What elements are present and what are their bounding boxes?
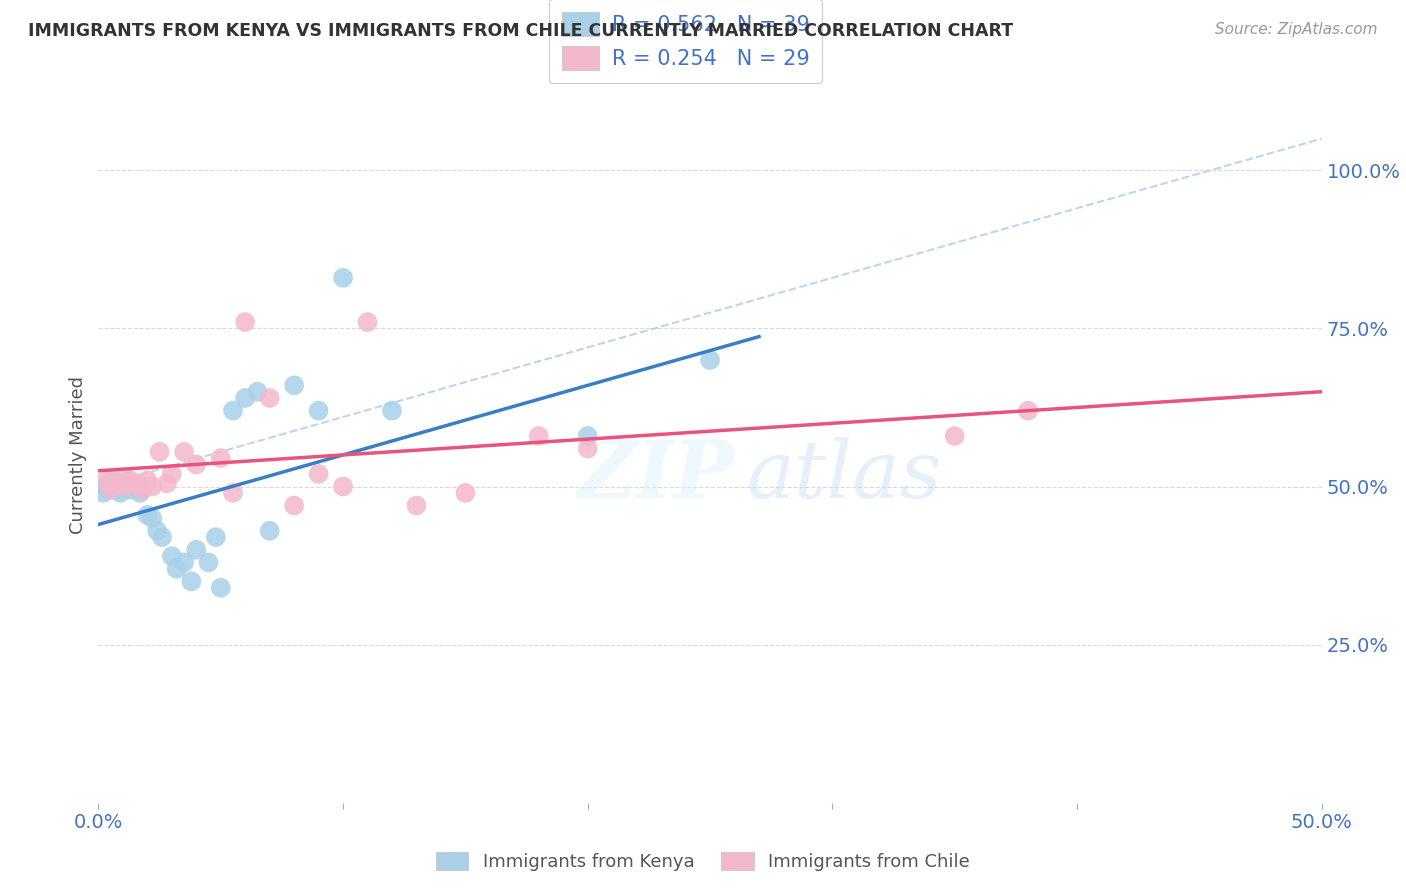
- Point: [233, 391, 256, 405]
- Point: [156, 476, 179, 491]
- Point: [110, 473, 132, 487]
- Point: [259, 524, 281, 538]
- Point: [141, 479, 163, 493]
- Point: [107, 479, 129, 493]
- Point: [283, 499, 305, 513]
- Point: [127, 476, 149, 491]
- Point: [120, 483, 142, 497]
- Point: [209, 581, 232, 595]
- Point: [205, 530, 228, 544]
- Point: [114, 479, 136, 493]
- Point: [97, 483, 120, 497]
- Point: [699, 353, 721, 368]
- Point: [233, 315, 256, 329]
- Point: [136, 473, 159, 487]
- Point: [150, 530, 173, 544]
- Point: [308, 467, 330, 481]
- Point: [173, 556, 195, 570]
- Point: [943, 429, 966, 443]
- Point: [94, 479, 117, 493]
- Point: [332, 479, 354, 493]
- Text: IMMIGRANTS FROM KENYA VS IMMIGRANTS FROM CHILE CURRENTLY MARRIED CORRELATION CHA: IMMIGRANTS FROM KENYA VS IMMIGRANTS FROM…: [28, 22, 1014, 40]
- Legend: R = 0.562   N = 39, R = 0.254   N = 29: R = 0.562 N = 39, R = 0.254 N = 29: [550, 0, 823, 83]
- Point: [100, 483, 122, 497]
- Point: [197, 556, 219, 570]
- Point: [100, 476, 122, 491]
- Point: [104, 476, 127, 491]
- Text: ZIP: ZIP: [578, 437, 734, 515]
- Point: [454, 486, 477, 500]
- Point: [576, 429, 599, 443]
- Point: [104, 483, 127, 497]
- Point: [576, 442, 599, 456]
- Point: [117, 473, 139, 487]
- Point: [101, 473, 124, 487]
- Point: [283, 378, 305, 392]
- Point: [121, 476, 143, 491]
- Point: [141, 511, 163, 525]
- Point: [222, 403, 245, 417]
- Point: [308, 403, 330, 417]
- Point: [186, 542, 208, 557]
- Point: [124, 476, 146, 491]
- Point: [246, 384, 269, 399]
- Point: [173, 444, 195, 458]
- Point: [160, 549, 183, 563]
- Point: [114, 479, 136, 493]
- Point: [180, 574, 202, 589]
- Point: [332, 270, 354, 285]
- Point: [160, 467, 183, 481]
- Point: [149, 444, 172, 458]
- Point: [120, 473, 142, 487]
- Point: [166, 562, 188, 576]
- Point: [131, 483, 153, 497]
- Point: [381, 403, 404, 417]
- Legend: Immigrants from Kenya, Immigrants from Chile: Immigrants from Kenya, Immigrants from C…: [429, 845, 977, 879]
- Point: [259, 391, 281, 405]
- Point: [146, 524, 169, 538]
- Point: [124, 479, 146, 493]
- Point: [405, 499, 427, 513]
- Point: [222, 486, 245, 500]
- Point: [110, 486, 132, 500]
- Point: [186, 458, 208, 472]
- Point: [94, 473, 117, 487]
- Point: [1017, 403, 1039, 417]
- Point: [356, 315, 378, 329]
- Text: atlas: atlas: [747, 437, 942, 515]
- Text: Source: ZipAtlas.com: Source: ZipAtlas.com: [1215, 22, 1378, 37]
- Point: [111, 476, 134, 491]
- Point: [129, 486, 152, 500]
- Y-axis label: Currently Married: Currently Married: [69, 376, 87, 534]
- Point: [91, 486, 114, 500]
- Point: [209, 451, 232, 466]
- Point: [131, 483, 153, 497]
- Point: [527, 429, 550, 443]
- Point: [136, 508, 159, 522]
